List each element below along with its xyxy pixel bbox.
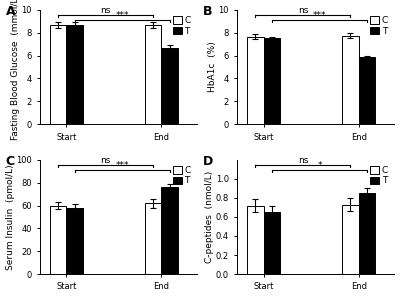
Bar [161,187,178,274]
Text: B: B [203,5,212,18]
Bar [359,57,376,124]
Y-axis label: Serum Insulin  (pmol/L): Serum Insulin (pmol/L) [6,164,14,270]
Text: ns: ns [298,156,308,165]
Text: D: D [203,155,213,168]
Bar [66,208,83,274]
Bar [161,48,178,124]
Bar [264,212,280,274]
Y-axis label: Fasting Blood Glucose  (mmol/L): Fasting Blood Glucose (mmol/L) [11,0,20,140]
Legend: C, T: C, T [171,14,192,37]
Text: ns: ns [298,6,308,15]
Bar [359,193,376,274]
Bar [145,25,161,124]
Legend: C, T: C, T [171,164,192,187]
Y-axis label: C-peptides  (nmol/L): C-peptides (nmol/L) [206,171,214,263]
Legend: C, T: C, T [368,14,390,37]
Bar [50,206,66,274]
Text: ***: *** [313,11,326,20]
Text: *: * [317,161,322,170]
Text: ns: ns [100,156,111,165]
Text: C: C [6,155,15,168]
Bar [145,203,161,274]
Legend: C, T: C, T [368,164,390,187]
Bar [247,37,264,124]
Bar [264,39,280,124]
Text: ***: *** [115,11,129,20]
Bar [50,25,66,124]
Y-axis label: HbA1c  (%): HbA1c (%) [208,42,217,92]
Text: A: A [6,5,15,18]
Bar [247,206,264,274]
Bar [66,25,83,124]
Text: ns: ns [100,6,111,15]
Bar [342,205,359,274]
Text: ***: *** [115,161,129,170]
Bar [342,36,359,124]
